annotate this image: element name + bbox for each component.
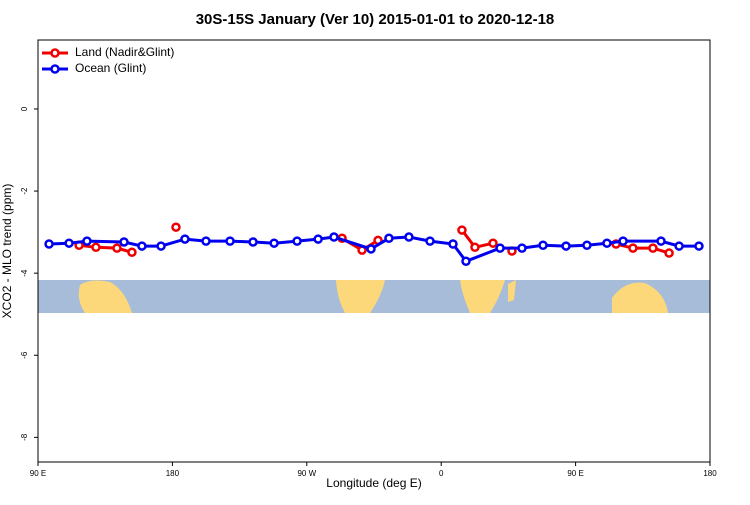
data-point [225, 236, 235, 246]
data-point [384, 233, 394, 244]
data-point [269, 238, 279, 248]
y-axis-label: XCO2 - MLO trend (ppm) [0, 184, 14, 319]
data-point [180, 234, 190, 244]
data-point [495, 243, 505, 253]
data-point [648, 243, 658, 253]
data-point [618, 236, 628, 246]
data-point [292, 236, 302, 246]
data-point [461, 256, 471, 267]
data-point [119, 237, 129, 247]
legend-label: Ocean (Glint) [75, 61, 146, 75]
data-point [488, 238, 498, 248]
data-point [517, 243, 527, 253]
chart-title: 30S-15S January (Ver 10) 2015-01-01 to 2… [196, 11, 555, 28]
data-point [137, 241, 147, 251]
data-point [112, 243, 122, 253]
land-shape [508, 280, 516, 302]
x-tick-label: 0 [439, 469, 444, 478]
data-point [82, 236, 92, 246]
data-point [561, 241, 571, 251]
y-tick-label: 0 [20, 106, 29, 111]
land-shape [78, 280, 132, 313]
y-tick-label: -2 [20, 187, 29, 195]
data-point [694, 241, 704, 251]
data-point [674, 241, 684, 251]
data-point [538, 240, 548, 251]
data-point [457, 225, 467, 235]
x-tick-label: 90 E [30, 469, 46, 478]
x-tick-label: 180 [166, 469, 180, 478]
x-tick-label: 90 W [297, 469, 316, 478]
data-point [127, 247, 137, 257]
map-band [38, 280, 710, 313]
y-tick-label: -6 [20, 351, 29, 359]
data-point [656, 236, 666, 246]
data-point [664, 248, 674, 258]
x-axis-label: Longitude (deg E) [326, 476, 421, 490]
x-tick-label: 90 E [567, 469, 583, 478]
legend-marker [50, 48, 60, 58]
data-point [201, 236, 211, 246]
data-point [470, 242, 480, 253]
series-line [615, 242, 670, 255]
data-point [628, 243, 638, 253]
data-point [404, 232, 414, 242]
series-line [78, 243, 133, 254]
x-tick-label: 180 [703, 469, 717, 478]
data-point [602, 238, 612, 248]
legend-marker [50, 64, 60, 74]
data-point [582, 240, 592, 251]
land-shape [612, 282, 668, 313]
y-tick-label: -4 [20, 269, 29, 277]
data-point [448, 239, 458, 249]
data-point [171, 222, 181, 232]
y-tick-label: -8 [20, 433, 29, 441]
data-point [248, 237, 258, 247]
data-point [425, 236, 435, 246]
data-point [44, 239, 54, 249]
data-point [313, 234, 323, 244]
data-point [91, 242, 101, 253]
land-shape [460, 280, 505, 313]
data-point [64, 238, 74, 248]
plot-frame [37, 39, 711, 463]
land-shape [336, 280, 385, 313]
data-point [366, 244, 376, 254]
legend-label: Land (Nadir&Glint) [75, 45, 174, 59]
data-point [156, 241, 166, 251]
data-point [329, 232, 339, 242]
